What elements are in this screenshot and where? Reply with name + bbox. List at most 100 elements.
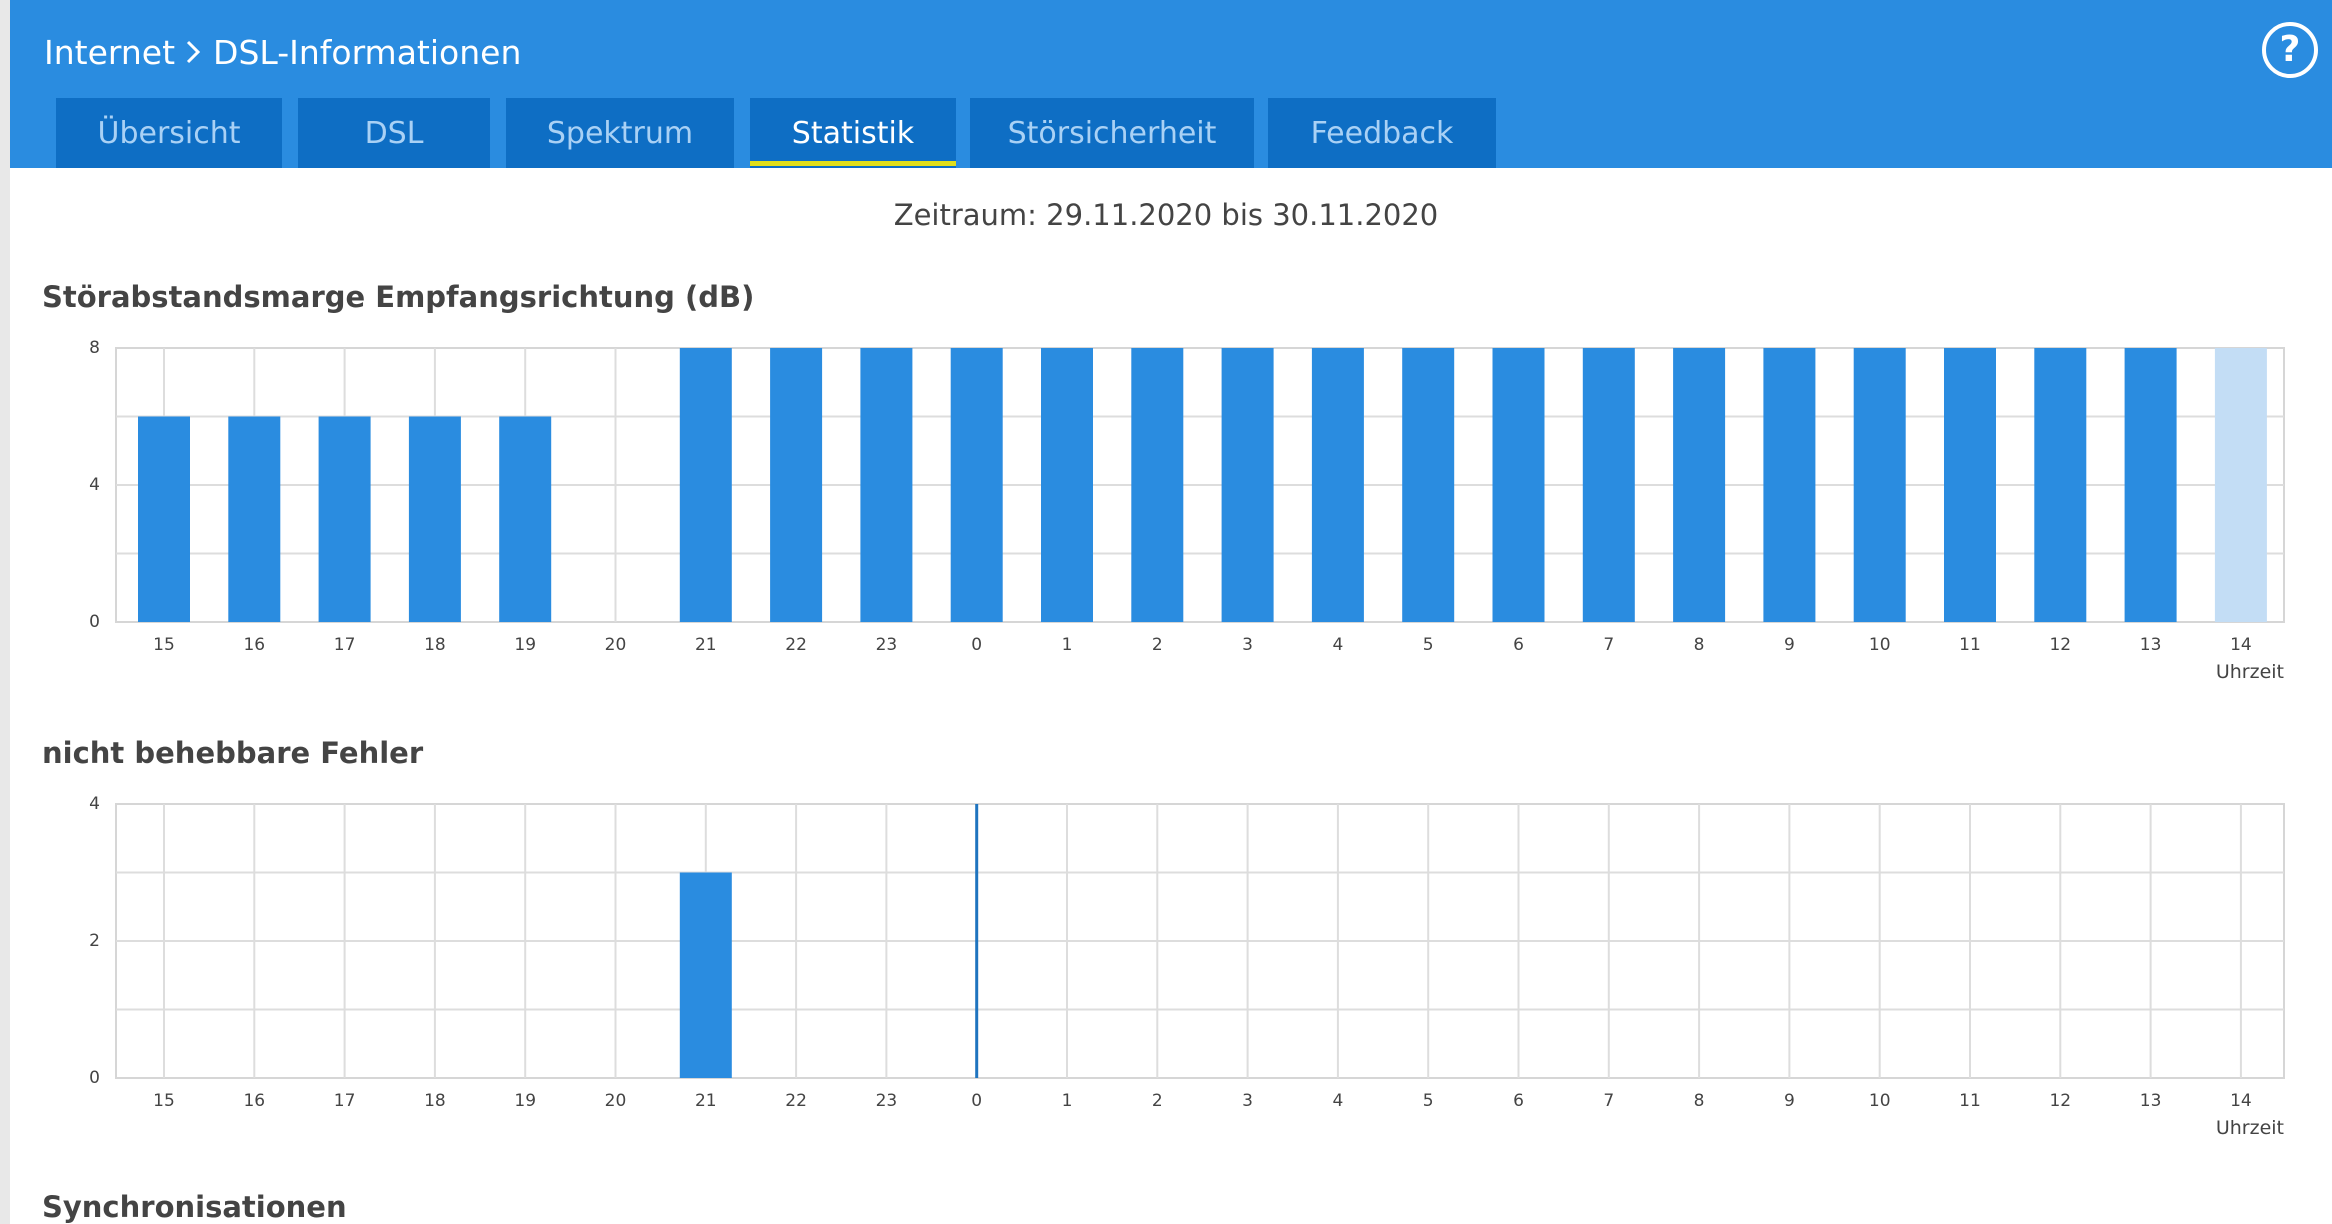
x-tick-label: 14 xyxy=(2230,635,2252,655)
tab-label: Feedback xyxy=(1310,115,1454,151)
y-tick-label: 8 xyxy=(89,338,100,358)
page-header: Internet DSL-Informationen ? Übersicht D… xyxy=(10,0,2332,168)
x-tick-label: 12 xyxy=(2049,1091,2071,1111)
bar xyxy=(950,348,1003,622)
y-tick-label: 0 xyxy=(89,612,100,632)
tab-label: Spektrum xyxy=(546,115,694,151)
x-tick-label: 16 xyxy=(243,635,265,655)
bar xyxy=(1402,348,1455,622)
x-tick-label: 23 xyxy=(876,635,898,655)
bar xyxy=(2034,348,2087,622)
x-tick-label: 5 xyxy=(1423,1091,1434,1111)
bar xyxy=(228,416,281,622)
bar xyxy=(679,348,732,622)
x-tick-label: 22 xyxy=(785,1091,807,1111)
bar xyxy=(860,348,913,622)
x-axis-label: Uhrzeit xyxy=(2216,1117,2284,1139)
bar xyxy=(1041,348,1093,622)
tab-dsl[interactable]: DSL xyxy=(298,98,490,168)
breadcrumb: Internet DSL-Informationen xyxy=(44,26,521,78)
bar xyxy=(1221,348,1274,622)
x-tick-label: 17 xyxy=(334,635,356,655)
tab-uebersicht[interactable]: Übersicht xyxy=(56,98,282,168)
bar xyxy=(1763,348,1816,622)
x-tick-label: 16 xyxy=(243,1091,265,1111)
x-tick-label: 1 xyxy=(1062,1091,1073,1111)
x-tick-label: 2 xyxy=(1152,1091,1163,1111)
chevron-right-icon xyxy=(186,40,201,64)
breadcrumb-item-dsl-informationen: DSL-Informationen xyxy=(213,32,522,72)
x-tick-label: 15 xyxy=(153,635,175,655)
x-tick-label: 5 xyxy=(1423,635,1434,655)
tab-spektrum[interactable]: Spektrum xyxy=(506,98,734,168)
x-tick-label: 3 xyxy=(1242,1091,1253,1111)
tab-label: Statistik xyxy=(791,115,915,151)
x-tick-label: 19 xyxy=(514,635,536,655)
x-tick-label: 0 xyxy=(971,1091,982,1111)
y-tick-label: 4 xyxy=(89,794,100,814)
period-text: Zeitraum: 29.11.2020 bis 30.11.2020 xyxy=(893,198,1439,232)
x-tick-label: 13 xyxy=(2140,635,2162,655)
tab-feedback[interactable]: Feedback xyxy=(1268,98,1496,168)
x-tick-label: 2 xyxy=(1152,635,1163,655)
bar xyxy=(1582,348,1635,622)
bar xyxy=(1131,348,1184,622)
bar xyxy=(1853,348,1906,622)
tab-label: DSL xyxy=(364,115,424,151)
tab-stoersicherheit[interactable]: Störsicherheit xyxy=(970,98,1254,168)
x-tick-label: 21 xyxy=(695,635,717,655)
breadcrumb-item-internet[interactable]: Internet xyxy=(44,32,176,72)
bar xyxy=(138,416,190,622)
active-tab-indicator xyxy=(750,161,956,166)
bar xyxy=(408,416,461,622)
x-tick-label: 9 xyxy=(1784,1091,1795,1111)
tab-label: Störsicherheit xyxy=(1007,115,1217,151)
y-tick-label: 2 xyxy=(89,931,100,951)
x-axis-label: Uhrzeit xyxy=(2216,661,2284,683)
x-tick-label: 17 xyxy=(334,1091,356,1111)
bar xyxy=(770,348,823,622)
x-tick-label: 0 xyxy=(971,635,982,655)
x-tick-label: 4 xyxy=(1332,1091,1343,1111)
x-tick-label: 13 xyxy=(2140,1091,2162,1111)
x-tick-label: 15 xyxy=(153,1091,175,1111)
bar xyxy=(318,416,371,622)
y-tick-label: 4 xyxy=(89,475,100,495)
x-tick-label: 19 xyxy=(514,1091,536,1111)
tab-statistik[interactable]: Statistik xyxy=(750,98,956,168)
x-tick-label: 8 xyxy=(1694,1091,1705,1111)
x-tick-label: 22 xyxy=(785,635,807,655)
left-margin-strip xyxy=(0,0,10,1224)
help-icon[interactable]: ? xyxy=(2262,22,2318,78)
bar xyxy=(679,872,732,1078)
chart-title-uncorrectable-errors: nicht behebbare Fehler xyxy=(42,736,424,770)
x-tick-label: 9 xyxy=(1784,635,1795,655)
x-tick-label: 7 xyxy=(1603,1091,1614,1111)
x-tick-label: 23 xyxy=(876,1091,898,1111)
bar xyxy=(1944,348,1996,622)
bar xyxy=(1492,348,1545,622)
x-tick-label: 11 xyxy=(1959,635,1981,655)
x-tick-label: 21 xyxy=(695,1091,717,1111)
x-tick-label: 6 xyxy=(1513,635,1524,655)
chart-title-snr-margin: Störabstandsmarge Empfangsrichtung (dB) xyxy=(42,280,755,314)
x-tick-label: 3 xyxy=(1242,635,1253,655)
bar xyxy=(1311,348,1364,622)
x-tick-label: 8 xyxy=(1694,635,1705,655)
x-tick-label: 6 xyxy=(1513,1091,1524,1111)
x-tick-label: 20 xyxy=(605,1091,627,1111)
x-tick-label: 10 xyxy=(1869,1091,1891,1111)
x-tick-label: 18 xyxy=(424,635,446,655)
bar xyxy=(499,416,552,622)
tab-label: Übersicht xyxy=(97,115,241,151)
x-tick-label: 4 xyxy=(1332,635,1343,655)
y-tick-label: 0 xyxy=(89,1068,100,1088)
x-tick-label: 14 xyxy=(2230,1091,2252,1111)
bar xyxy=(1673,348,1726,622)
chart-title-synchronisations: Synchronisationen xyxy=(42,1190,347,1224)
bar-current-hour xyxy=(2214,348,2267,622)
x-tick-label: 20 xyxy=(605,635,627,655)
x-tick-label: 11 xyxy=(1959,1091,1981,1111)
